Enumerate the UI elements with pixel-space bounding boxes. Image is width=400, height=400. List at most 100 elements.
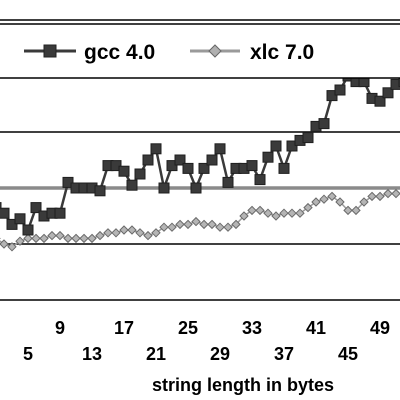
legend-xlc-marker: [208, 44, 222, 58]
xlc-point: [95, 230, 105, 241]
gcc-point: [22, 224, 34, 236]
xlc-point: [327, 191, 337, 202]
gcc-point: [278, 162, 290, 174]
gcc-point: [118, 165, 130, 177]
xlc-point: [159, 222, 169, 232]
gcc-point: [390, 78, 400, 90]
gcc-point: [110, 160, 122, 172]
xlc-point: [351, 205, 361, 216]
x-tick-labels-bottom: 5 13 21 29 37 45: [23, 344, 358, 364]
gcc-point: [374, 95, 386, 107]
xlc-point: [191, 216, 201, 227]
x-tick-label: 45: [338, 344, 358, 364]
xlc-point: [79, 233, 89, 244]
x-axis-title: string length in bytes: [152, 375, 334, 395]
gcc-point: [174, 154, 186, 166]
xlc-point: [255, 205, 265, 216]
xlc-point: [303, 202, 313, 213]
gcc-point: [198, 162, 210, 174]
gcc-point: [0, 207, 10, 219]
xlc-point: [175, 219, 185, 230]
xlc-point: [311, 197, 321, 207]
x-tick-label: 9: [55, 318, 65, 338]
xlc-point: [247, 205, 257, 216]
xlc-point: [87, 233, 97, 244]
xlc-point: [391, 188, 400, 199]
xlc-point: [31, 233, 41, 244]
gcc-point: [150, 143, 162, 155]
xlc-point: [47, 230, 57, 241]
xlc-point: [319, 194, 329, 204]
x-tick-label: 13: [82, 344, 102, 364]
series-line: [0, 74, 400, 233]
series-line: [0, 192, 400, 248]
xlc-point: [15, 236, 25, 246]
xlc-point: [263, 208, 273, 218]
gcc-point: [318, 118, 330, 130]
xlc-point: [135, 228, 145, 238]
xlc-point: [151, 228, 161, 238]
gcc-point: [182, 162, 194, 174]
gcc-point: [286, 140, 298, 152]
gcc-point: [94, 185, 106, 197]
xlc-point: [367, 191, 377, 202]
gcc-point: [334, 84, 346, 96]
xlc-point: [55, 230, 65, 241]
legend-xlc-label: xlc 7.0: [250, 41, 314, 64]
xlc-point: [103, 228, 113, 238]
xlc-point: [111, 228, 121, 238]
gcc-point: [214, 143, 226, 155]
gcc-point: [166, 160, 178, 172]
xlc-point: [207, 219, 217, 230]
xlc-point: [183, 219, 193, 230]
xlc-point: [231, 219, 241, 230]
gcc-point: [62, 176, 74, 188]
gcc-point: [134, 168, 146, 180]
xlc-point: [359, 197, 369, 207]
gcc-point: [30, 202, 42, 214]
legend-gcc-label: gcc 4.0: [84, 41, 155, 64]
xlc-point: [71, 233, 81, 244]
xlc-point: [23, 233, 33, 244]
xlc-point: [279, 208, 289, 218]
series-1: [0, 188, 400, 252]
gcc-point: [0, 202, 2, 214]
xlc-point: [287, 208, 297, 218]
gcc-point: [158, 182, 170, 194]
xlc-point: [375, 191, 385, 202]
xlc-point: [119, 225, 129, 235]
xlc-point: [0, 239, 9, 249]
x-tick-label: 29: [210, 344, 230, 364]
gcc-point: [254, 174, 266, 186]
x-tick-label: 41: [306, 318, 326, 338]
gcc-point: [326, 90, 338, 102]
xlc-point: [335, 197, 345, 207]
xlc-point: [143, 230, 153, 241]
gcc-point: [206, 154, 218, 166]
x-tick-labels-top: 9 17 25 33 41 49: [55, 318, 390, 338]
xlc-point: [167, 222, 177, 232]
gcc-point: [54, 207, 66, 219]
gcc-point: [190, 182, 202, 194]
x-tick-label: 17: [114, 318, 134, 338]
x-tick-label: 25: [178, 318, 198, 338]
x-tick-label: 49: [370, 318, 390, 338]
xlc-point: [127, 225, 137, 235]
x-tick-label: 5: [23, 344, 33, 364]
legend-gcc-marker: [43, 44, 57, 58]
series-0: [0, 70, 400, 236]
legend: gcc 4.0 xlc 7.0: [0, 23, 400, 79]
xlc-point: [383, 188, 393, 199]
xlc-point: [295, 208, 305, 218]
xlc-point: [239, 211, 249, 221]
gcc-point: [142, 154, 154, 166]
xlc-point: [63, 233, 73, 244]
xlc-point: [343, 205, 353, 216]
gcc-point: [262, 151, 274, 163]
gcc-point: [6, 218, 18, 230]
xlc-point: [7, 242, 17, 252]
xlc-point: [223, 222, 233, 232]
gcc-point: [382, 87, 394, 99]
x-tick-label: 21: [146, 344, 166, 364]
